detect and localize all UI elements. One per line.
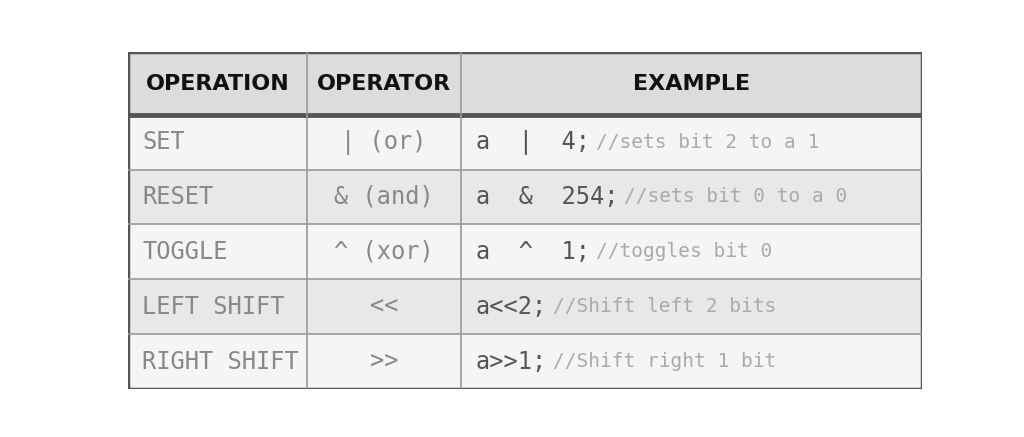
Text: RESET: RESET [142, 185, 214, 209]
Bar [128, 279, 306, 334]
Text: //toggles bit 0: //toggles bit 0 [596, 242, 772, 261]
Bar [462, 334, 922, 389]
Text: <<: << [370, 295, 398, 319]
Bar [462, 52, 922, 114]
Text: LEFT SHIFT: LEFT SHIFT [142, 295, 285, 319]
Text: a  ^  1;: a ^ 1; [475, 240, 590, 264]
Bar [462, 279, 922, 334]
Text: //sets bit 2 to a 1: //sets bit 2 to a 1 [596, 132, 819, 152]
Bar [462, 170, 922, 224]
Bar [306, 114, 461, 170]
Bar [306, 170, 461, 224]
Text: a<<2;: a<<2; [475, 295, 547, 319]
Bar [306, 279, 461, 334]
Bar [306, 52, 461, 114]
Text: //Shift left 2 bits: //Shift left 2 bits [553, 297, 776, 316]
Bar [128, 334, 306, 389]
Text: //sets bit 0 to a 0: //sets bit 0 to a 0 [625, 187, 848, 206]
Text: TOGGLE: TOGGLE [142, 240, 227, 264]
Bar [306, 334, 461, 389]
Bar [128, 52, 306, 114]
Text: OPERATION: OPERATION [145, 73, 289, 94]
Bar [128, 170, 306, 224]
Text: EXAMPLE: EXAMPLE [633, 73, 750, 94]
Text: SET: SET [142, 130, 185, 154]
Text: | (or): | (or) [341, 130, 427, 155]
Text: a  &  254;: a & 254; [475, 185, 618, 209]
Text: a>>1;: a>>1; [475, 350, 547, 374]
Text: ^ (xor): ^ (xor) [334, 240, 434, 264]
Text: & (and): & (and) [334, 185, 434, 209]
Text: >>: >> [370, 350, 398, 374]
Bar [128, 224, 306, 279]
Text: a  |  4;: a | 4; [475, 130, 590, 155]
Text: RIGHT SHIFT: RIGHT SHIFT [142, 350, 299, 374]
Bar [128, 114, 306, 170]
Bar [462, 224, 922, 279]
Bar [306, 224, 461, 279]
Bar [462, 114, 922, 170]
Text: OPERATOR: OPERATOR [316, 73, 451, 94]
Text: //Shift right 1 bit: //Shift right 1 bit [553, 352, 776, 371]
